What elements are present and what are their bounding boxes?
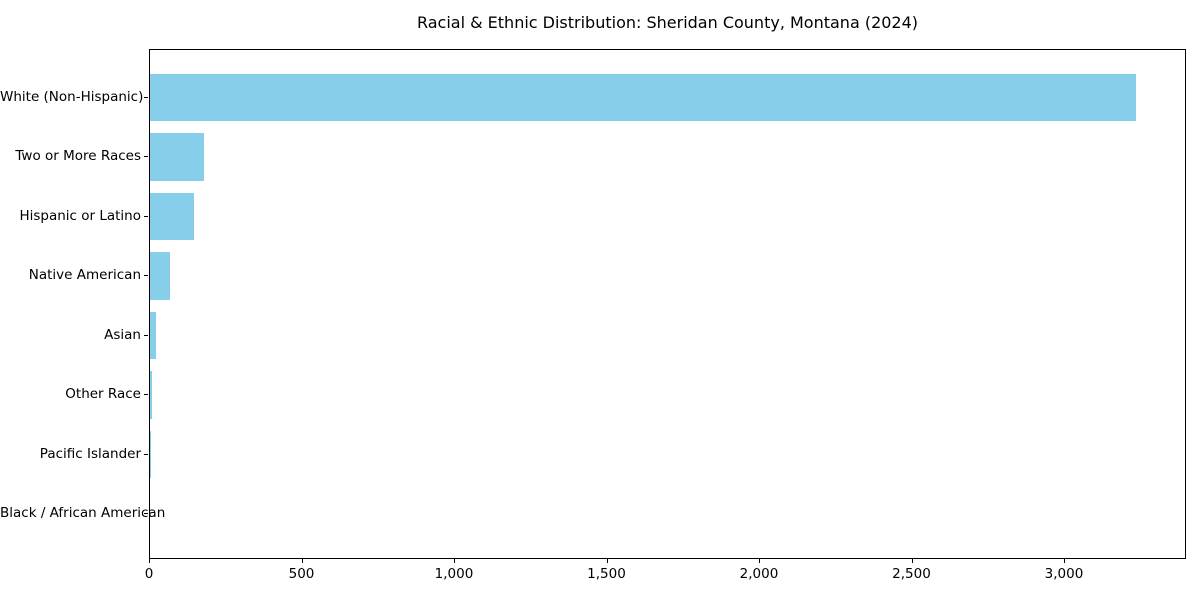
y-tick-label: Hispanic or Latino [19, 207, 141, 224]
bar-5 [150, 311, 157, 360]
x-tick-label: 0 [144, 566, 154, 582]
bar-1 [150, 73, 1137, 122]
bar-6 [150, 371, 153, 419]
x-tick-mark [911, 559, 913, 563]
x-tick-label: 1,000 [434, 566, 474, 582]
bar-2 [150, 133, 204, 181]
x-tick-label: 2,000 [739, 566, 779, 582]
x-tick-mark [454, 559, 455, 563]
x-tick-mark [606, 559, 608, 563]
x-tick-mark [1064, 559, 1065, 563]
x-tick-mark [759, 559, 760, 563]
y-tick-label: Two or More Races [15, 148, 141, 165]
plot-area [149, 49, 1186, 559]
y-tick-label: Asian [104, 326, 141, 343]
y-tick-mark [144, 513, 148, 515]
y-tick-mark [144, 275, 148, 277]
y-tick-mark [144, 96, 148, 98]
chart-title: Racial & Ethnic Distribution: Sheridan C… [416, 13, 919, 32]
y-tick-mark [144, 394, 148, 396]
y-tick-label: Native American [28, 267, 141, 284]
y-tick-mark [144, 453, 148, 455]
y-tick-label: White (Non-Hispanic) [0, 88, 144, 105]
x-tick-label: 3,000 [1044, 566, 1084, 582]
y-tick-label: Other Race [65, 386, 141, 403]
x-tick-mark [301, 559, 303, 563]
bar-3 [150, 192, 194, 241]
x-tick-label: 500 [288, 566, 315, 582]
x-tick-label: 1,500 [587, 566, 626, 582]
bar-4 [150, 252, 171, 300]
y-tick-mark [144, 215, 148, 217]
y-tick-label: Black / African American [0, 505, 166, 522]
y-tick-mark [144, 156, 148, 158]
y-tick-label: Pacific Islander [39, 445, 141, 462]
y-tick-mark [144, 334, 148, 336]
x-tick-label: 2,500 [892, 566, 931, 582]
bar-7 [150, 430, 151, 479]
x-tick-mark [149, 559, 150, 563]
